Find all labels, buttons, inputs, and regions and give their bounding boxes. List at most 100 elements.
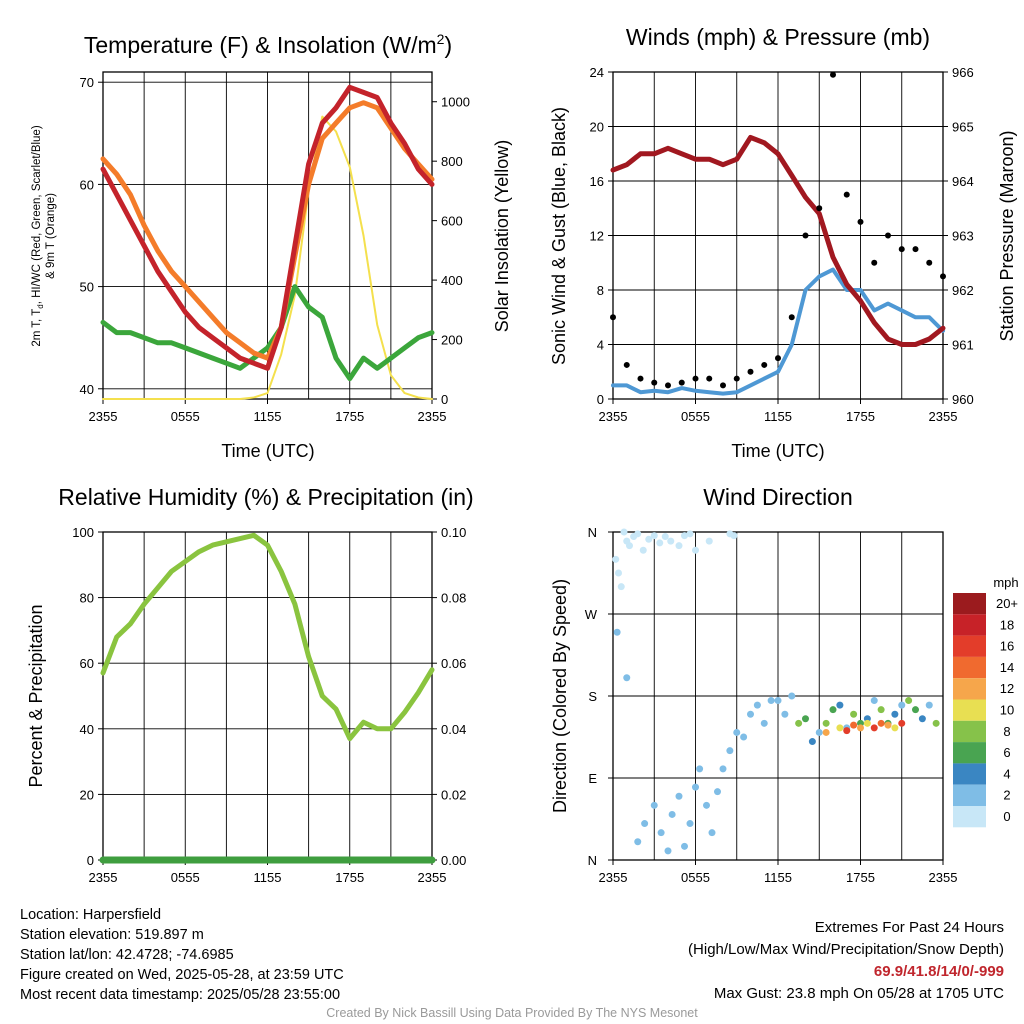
temp-series-td <box>100 284 435 382</box>
temperature-xlabel: Time (UTC) <box>221 441 314 461</box>
wind-ytick-label: 0 <box>597 392 604 407</box>
gust-point <box>802 232 809 239</box>
direction-point <box>708 829 716 837</box>
extremes-gust: Max Gust: 23.8 mph On 05/28 at 1705 UTC <box>713 985 1004 1002</box>
temp-ytick-label: 70 <box>80 75 94 90</box>
wind-xtick-label: 0555 <box>681 409 710 424</box>
legend-swatch <box>953 699 986 721</box>
gust-point <box>720 382 726 389</box>
direction-point <box>870 724 878 732</box>
direction-point <box>850 721 858 729</box>
gust-point <box>733 375 740 382</box>
gust-point <box>843 191 850 198</box>
legend-label: 12 <box>1000 681 1014 696</box>
legend-label: 8 <box>1003 724 1010 739</box>
rh-xtick-label: 1155 <box>254 870 282 885</box>
temperature-ylabel-line2: & 9m T (Orange) <box>45 193 57 279</box>
direction-point <box>661 533 669 541</box>
temperature-ylabel-line1: 2m T, Td, HI/WC (Red, Green, Scarlet/Blu… <box>31 125 45 346</box>
wind-xtick-label: 2355 <box>929 409 958 424</box>
direction-point <box>850 710 858 718</box>
direction-point <box>747 710 754 718</box>
temp-ytick-right-label: 600 <box>441 214 463 229</box>
legend-label: 4 <box>1003 766 1010 781</box>
direction-point <box>719 765 727 773</box>
direction-point <box>863 719 871 727</box>
rh-xtick-label: 1755 <box>335 870 364 885</box>
direction-point <box>808 738 816 746</box>
direction-point <box>675 792 683 800</box>
wind-xtick-label: 1155 <box>764 409 792 424</box>
legend-label: 20+ <box>996 596 1018 611</box>
direction-point <box>898 719 906 727</box>
direction-point <box>681 842 688 850</box>
direction-point <box>843 727 851 735</box>
wind-series-speed <box>611 267 945 396</box>
direction-point <box>781 710 789 718</box>
wind-ytick-label: 4 <box>597 338 604 353</box>
dir-ytick-label: E <box>588 771 597 786</box>
wind-ytick-label: 24 <box>590 65 604 80</box>
dir-ytick-label: N <box>588 525 597 540</box>
gust-point <box>871 259 878 266</box>
legend-swatch <box>953 593 986 615</box>
temp-series-insolation <box>102 115 433 400</box>
legend-swatch <box>953 656 986 679</box>
direction-point <box>829 706 837 714</box>
pressure-ylabel: Station Pressure (Maroon) <box>997 130 1017 341</box>
direction-point <box>912 706 919 714</box>
direction-point <box>714 788 721 796</box>
humidity-panel: Relative Humidity (%) & Precipitation (i… <box>26 484 474 885</box>
wind-ytick-label: 12 <box>590 229 604 244</box>
station-info: Location: Harpersfield Station elevation… <box>20 905 344 1005</box>
wind-xtick-label: 1755 <box>846 409 875 424</box>
gust-point <box>678 379 685 386</box>
temp-series-9m-t <box>100 100 435 361</box>
direction-point <box>626 542 633 550</box>
gust-point <box>610 314 616 321</box>
direction-point <box>692 783 699 791</box>
direction-point <box>836 724 844 732</box>
legend-label: 18 <box>1000 617 1014 632</box>
info-latlon: Station lat/lon: 42.4728; -74.6985 <box>20 947 234 963</box>
direction-point <box>932 719 940 727</box>
direction-point <box>650 801 658 809</box>
info-recent: Most recent data timestamp: 2025/05/28 2… <box>20 987 341 1003</box>
direction-point <box>623 674 631 682</box>
gust-point <box>830 71 836 78</box>
wind-ytick-right-label: 965 <box>952 120 974 135</box>
direction-point <box>753 701 761 709</box>
gust-point <box>747 368 754 375</box>
wind-ytick-right-label: 960 <box>952 392 974 407</box>
rh-ytick-right-label: 0.04 <box>441 722 466 737</box>
direction-point <box>877 706 885 714</box>
dir-ytick-label: N <box>588 853 597 868</box>
rh-ytick-right-label: 0.00 <box>441 853 466 868</box>
direction-point <box>925 701 933 709</box>
wind-ytick-right-label: 966 <box>952 65 974 80</box>
gust-point <box>761 361 768 368</box>
direction-point <box>905 697 913 705</box>
dir-xtick-label: 2355 <box>929 870 958 885</box>
direction-point <box>730 532 738 540</box>
info-elevation: Station elevation: 519.897 m <box>20 927 204 943</box>
temperature-title: Temperature (F) & Insolation (W/m2) <box>84 31 452 58</box>
direction-point <box>641 820 649 828</box>
legend-label: 0 <box>1003 809 1010 824</box>
rh-ytick-label: 60 <box>80 656 94 671</box>
winds-panel: Winds (mph) & Pressure (mb) 2355 0555 1155… <box>549 24 1017 461</box>
gust-point <box>816 205 823 212</box>
direction-point <box>634 838 642 846</box>
gust-point <box>926 259 933 266</box>
wind-ytick-right-label: 963 <box>952 229 974 244</box>
direction-point <box>634 530 642 538</box>
gust-point <box>665 382 671 389</box>
temp-xtick-label: 2355 <box>89 409 118 424</box>
rh-series-humidity <box>100 532 435 742</box>
gust-point <box>940 273 946 280</box>
direction-point <box>733 728 741 736</box>
direction-point <box>664 847 672 855</box>
wind-series-pressure <box>610 134 946 347</box>
